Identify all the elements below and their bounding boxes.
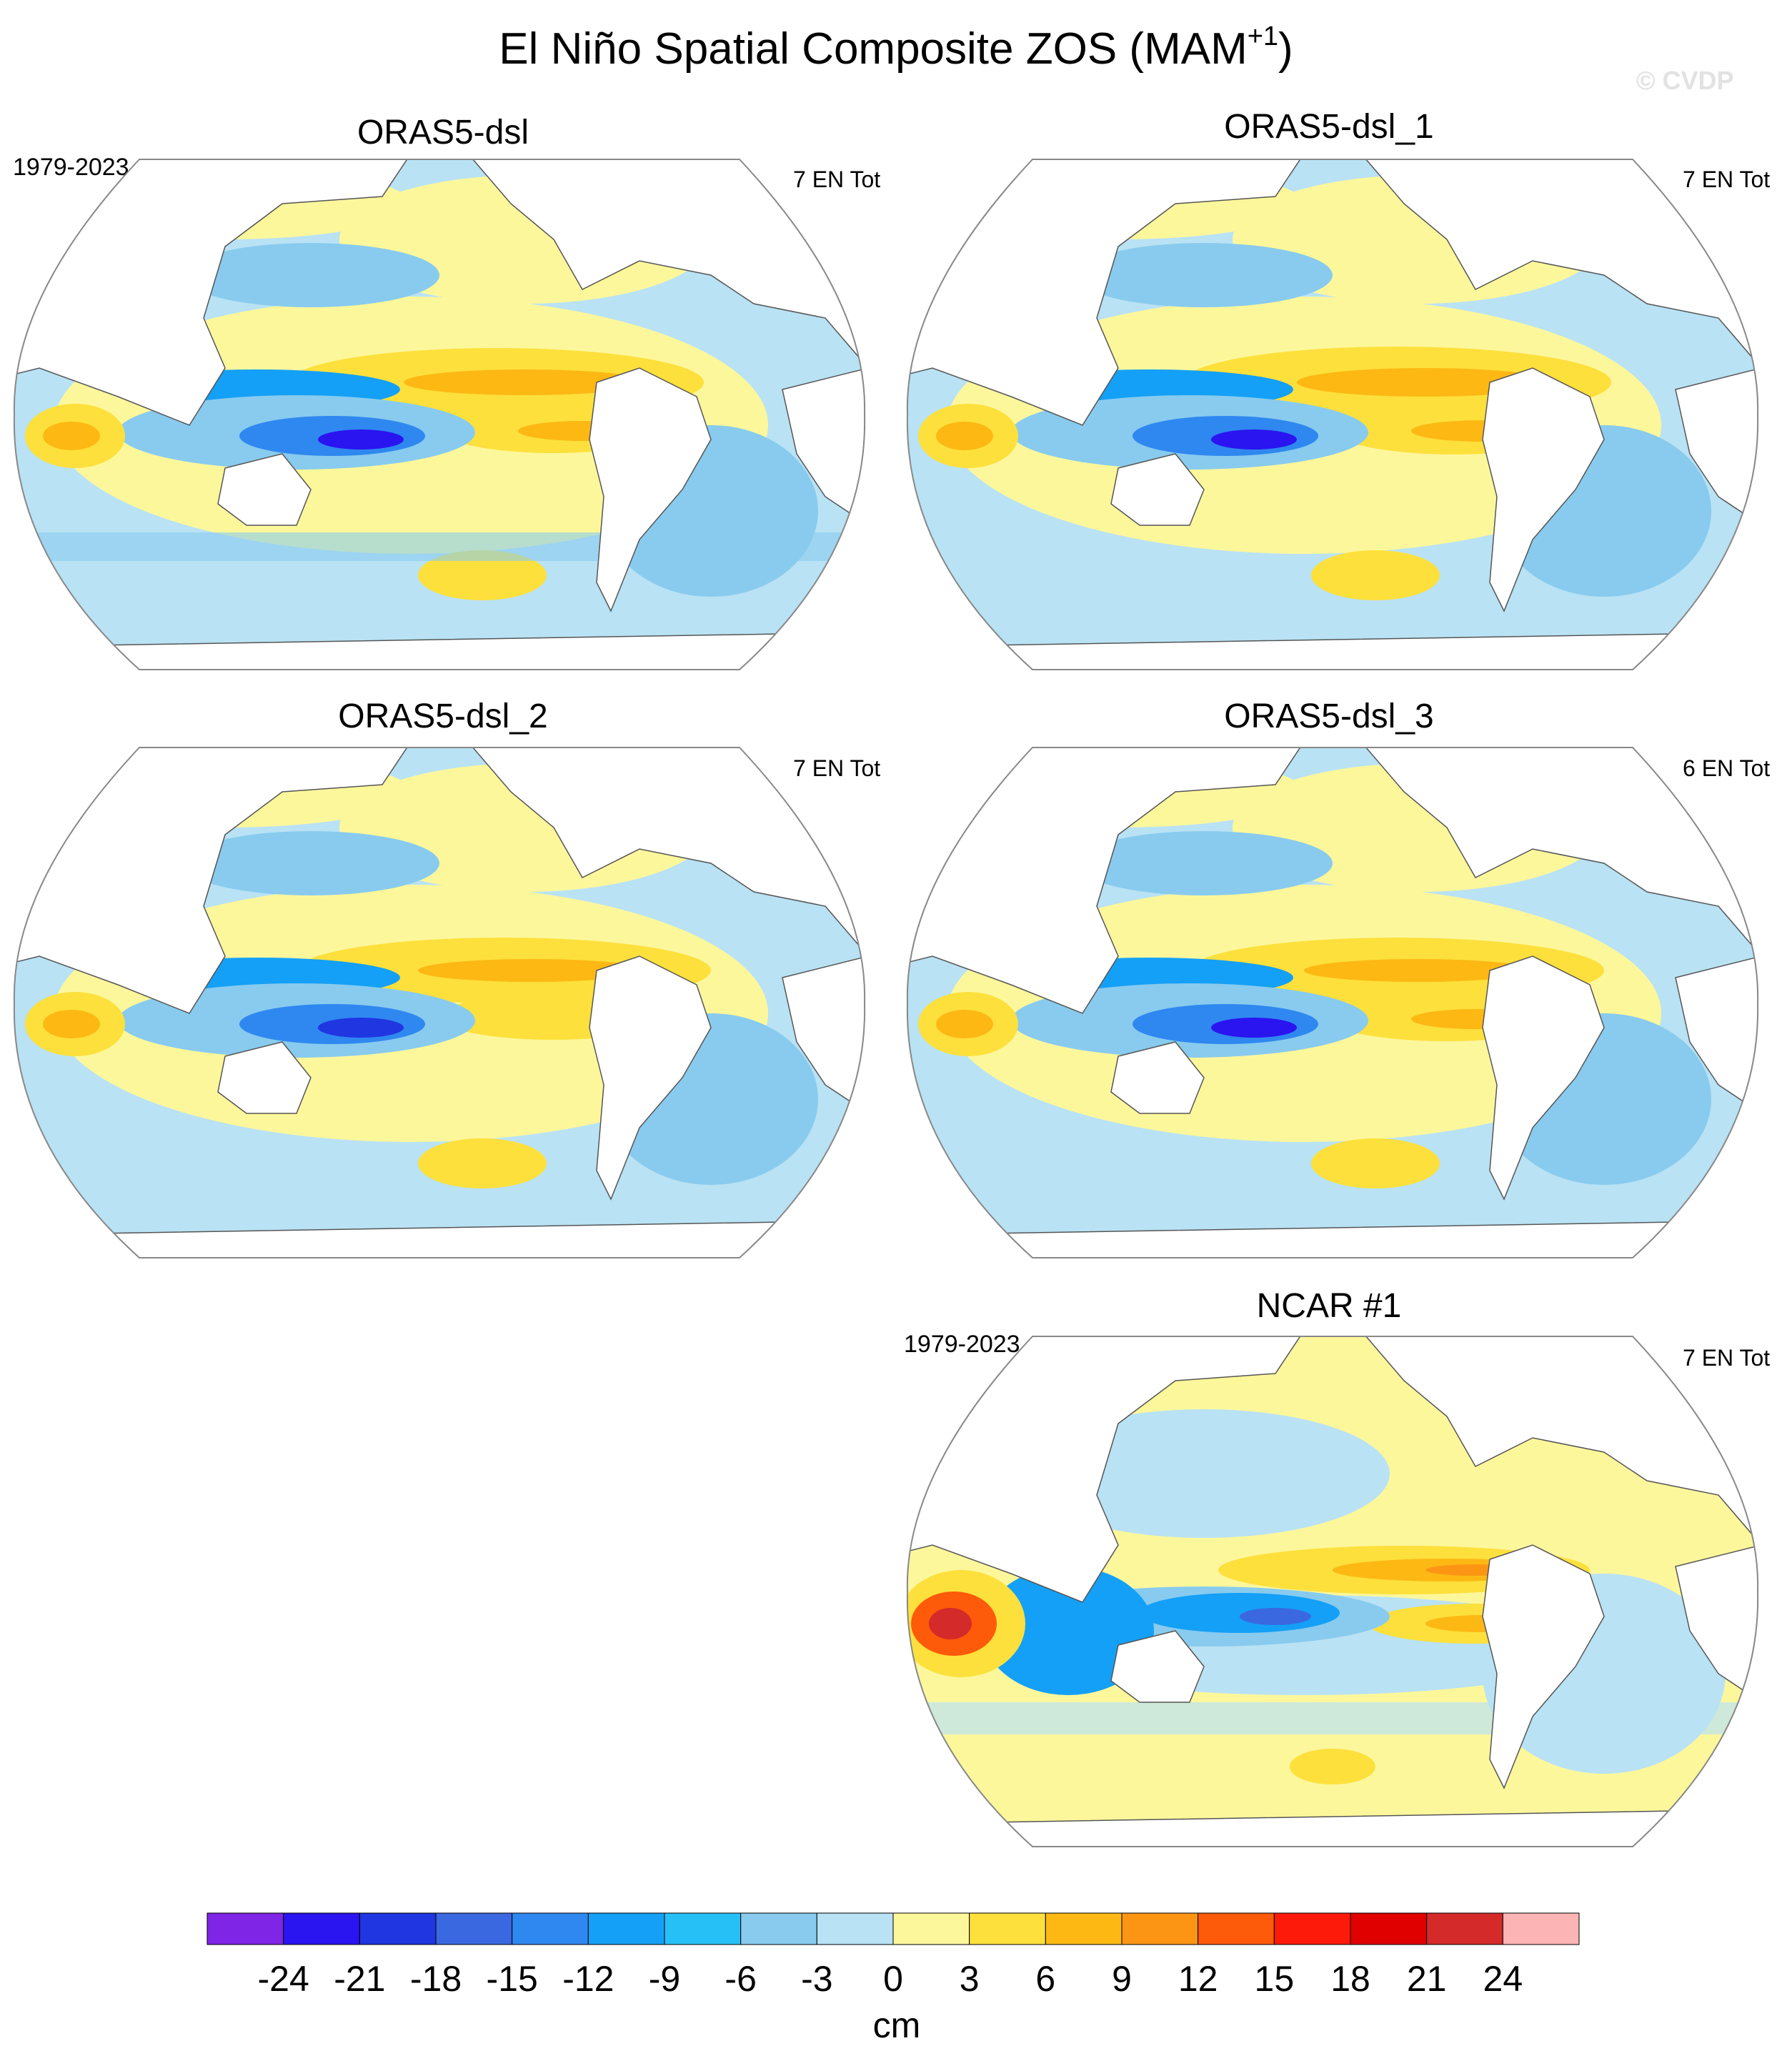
map-panel-oras5-dsl-2 (13, 747, 866, 1258)
colorbar-tick-label: 24 (1483, 1959, 1523, 1999)
colorbar-box (512, 1912, 589, 1945)
colorbar-tick-label: 15 (1254, 1959, 1295, 1999)
colorbar-box (587, 1912, 665, 1945)
panel-en-count: 7 EN Tot (1683, 1345, 1771, 1371)
colorbar-box (1273, 1912, 1351, 1945)
map-panel-oras5-dsl-1 (906, 159, 1759, 670)
colorbar-tick-label: -3 (801, 1959, 833, 1999)
figure-title: El Niño Spatial Composite ZOS (MAM+1) (499, 21, 1293, 74)
panel-title: ORAS5-dsl_2 (338, 697, 548, 735)
colorbar-box (1426, 1912, 1503, 1945)
colorbar-tick-label: -9 (648, 1959, 681, 1999)
colorbar-box (206, 1912, 284, 1945)
colorbar-tick-label: -15 (486, 1959, 538, 1999)
colorbar-tick-label: 12 (1178, 1959, 1218, 1999)
colorbar-tick-label: 6 (1035, 1959, 1056, 1999)
colorbar-box (283, 1912, 360, 1945)
colorbar-box (435, 1912, 513, 1945)
panel-en-count: 7 EN Tot (793, 755, 881, 781)
colorbar-box (1121, 1912, 1199, 1945)
colorbar-tick-label: -12 (562, 1959, 614, 1999)
colorbar-tick-label: -24 (257, 1959, 309, 1999)
map-panel-oras5-dsl (13, 159, 866, 670)
panel-period: 1979-2023 (13, 154, 129, 181)
colorbar-box (969, 1912, 1046, 1945)
colorbar-tick-label: 0 (883, 1959, 903, 1999)
panel-title: ORAS5-dsl_1 (1224, 108, 1434, 146)
panel-en-count: 6 EN Tot (1683, 755, 1771, 781)
colorbar-tick-label: 3 (959, 1959, 980, 1999)
colorbar-box (664, 1912, 742, 1945)
colorbar-tick-label: -6 (725, 1959, 757, 1999)
colorbar-tick-label: -21 (334, 1959, 386, 1999)
panel-en-count: 7 EN Tot (793, 167, 881, 192)
colorbar-tick-label: 21 (1406, 1959, 1447, 1999)
colorbar-tick-label: -18 (409, 1959, 462, 1999)
colorbar-tick-label: 9 (1112, 1959, 1132, 1999)
colorbar (206, 1912, 1580, 1945)
colorbar-box (359, 1912, 437, 1945)
colorbar-box (816, 1912, 894, 1945)
colorbar-tick-label: 18 (1330, 1959, 1370, 1999)
colorbar-box (892, 1912, 970, 1945)
panel-period: 1979-2023 (904, 1331, 1020, 1358)
colorbar-box (740, 1912, 817, 1945)
panel-en-count: 7 EN Tot (1683, 167, 1771, 192)
colorbar-box (1502, 1912, 1580, 1945)
panel-title: NCAR #1 (1256, 1287, 1402, 1325)
colorbar-box (1198, 1912, 1275, 1945)
colorbar-box (1350, 1912, 1428, 1945)
cvdp-watermark: © CVDP (1636, 66, 1734, 95)
panel-title: ORAS5-dsl (357, 114, 529, 152)
colorbar-units: cm (872, 2005, 921, 2045)
map-panel-ncar-1 (906, 1336, 1759, 1847)
map-panel-oras5-dsl-3 (906, 747, 1759, 1258)
colorbar-box (1045, 1912, 1123, 1945)
panel-title: ORAS5-dsl_3 (1224, 697, 1434, 735)
